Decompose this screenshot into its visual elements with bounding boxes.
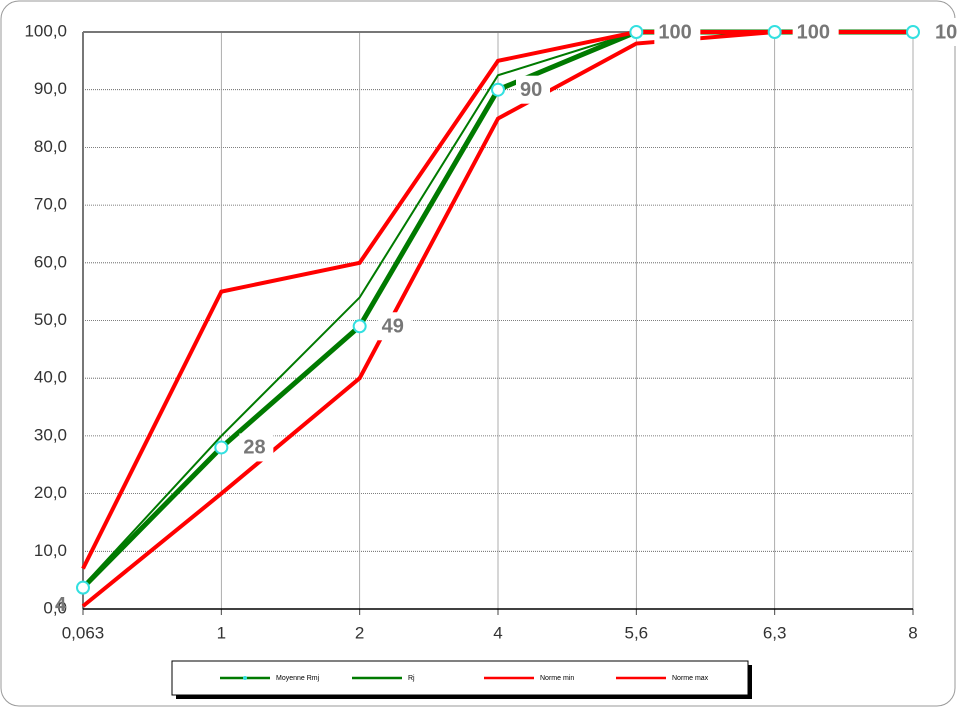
- y-tick-label: 90,0: [34, 79, 67, 98]
- x-tick-label: 8: [908, 623, 917, 642]
- legend-label: Norme min: [540, 675, 574, 682]
- x-tick-label: 4: [493, 623, 502, 642]
- x-tick-label: 6,3: [763, 623, 787, 642]
- label-bg: [931, 18, 957, 46]
- y-tick-label: 40,0: [34, 368, 67, 387]
- marker: [352, 319, 367, 334]
- y-tick-label: 80,0: [34, 137, 67, 156]
- marker: [491, 82, 505, 97]
- label-bg: [516, 75, 550, 104]
- legend-marker: [243, 676, 247, 680]
- data-label: 100: [797, 21, 830, 43]
- label-bg: [792, 18, 839, 46]
- x-tick-label: 1: [217, 623, 226, 642]
- data-label: 28: [243, 437, 265, 459]
- x-tick-label: 5,6: [625, 623, 649, 642]
- y-tick-label: 50,0: [34, 310, 67, 329]
- y-tick-label: 10,0: [34, 541, 67, 560]
- marker: [214, 440, 229, 455]
- y-tick-label: 70,0: [34, 195, 67, 214]
- legend-label: Rj: [408, 675, 415, 682]
- label-bg: [239, 433, 274, 462]
- x-tick-label: 2: [355, 623, 364, 642]
- data-label: 100: [658, 21, 691, 43]
- y-tick-label: 20,0: [34, 483, 67, 502]
- marker: [629, 25, 644, 39]
- marker: [76, 580, 90, 595]
- label-bg: [377, 312, 412, 341]
- legend-label: Moyenne Rmj: [276, 675, 320, 682]
- marker: [767, 25, 782, 39]
- data-label: 4: [55, 594, 67, 616]
- y-tick-label: 100,0: [24, 21, 67, 40]
- data-label: 90: [520, 79, 542, 101]
- y-tick-label: 0,0: [43, 598, 67, 617]
- y-tick-label: 60,0: [34, 252, 67, 271]
- x-tick-label: 0,063: [62, 623, 105, 642]
- legend-label: Norme max: [672, 675, 709, 682]
- label-bg: [654, 18, 701, 46]
- data-label: 49: [382, 316, 404, 338]
- data-label: 100: [935, 21, 957, 43]
- marker: [906, 25, 920, 39]
- y-tick-label: 30,0: [34, 425, 67, 444]
